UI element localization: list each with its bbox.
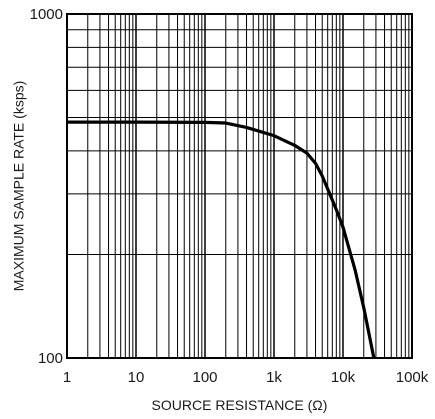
x-tick-label: 10 bbox=[128, 369, 145, 386]
x-tick-label: 10k bbox=[331, 369, 356, 386]
x-tick-label: 100 bbox=[192, 369, 217, 386]
y-axis-label: MAXIMUM SAMPLE RATE (ksps) bbox=[11, 81, 27, 292]
series-group bbox=[67, 120, 376, 359]
y-tick-labels: 100 1000 bbox=[30, 6, 63, 367]
y-tick-label: 100 bbox=[38, 350, 63, 367]
x-tick-label: 1k bbox=[266, 369, 282, 386]
x-tick-labels: 1 10 100 1k 10k 100k bbox=[63, 369, 429, 386]
plot-frame bbox=[66, 13, 413, 359]
x-tick-label: 100k bbox=[396, 369, 429, 386]
x-axis-label: SOURCE RESISTANCE (Ω) bbox=[152, 397, 328, 413]
x-tick-label: 1 bbox=[63, 369, 71, 386]
grid bbox=[66, 13, 413, 359]
series-line bbox=[67, 120, 376, 359]
y-tick-label: 1000 bbox=[30, 6, 63, 23]
